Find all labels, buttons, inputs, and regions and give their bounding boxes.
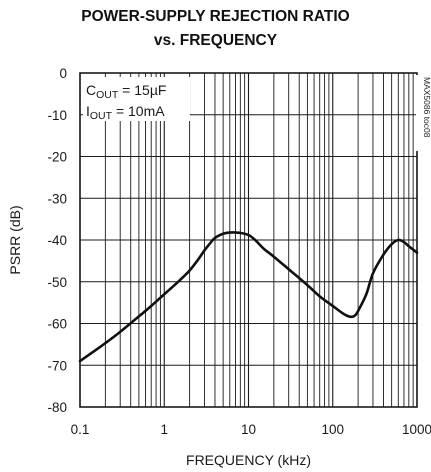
- annotation-background: [83, 77, 190, 121]
- grid: [79, 72, 418, 408]
- y-tick-label: -70: [47, 358, 67, 373]
- y-tick-label: -50: [47, 275, 67, 290]
- x-tick-label: 1000: [402, 422, 431, 437]
- cout-annotation: COUT = 15µF: [86, 82, 166, 101]
- y-tick-label: -60: [47, 317, 67, 332]
- side-label-background: [416, 75, 426, 151]
- side-label: MAX5086 toc08: [422, 77, 431, 138]
- y-tick-label: 0: [59, 66, 67, 81]
- x-axis-label: FREQUENCY (kHz): [186, 452, 311, 468]
- y-axis-ticks: 0 -10 -20 -30 -40 -50 -60 -70 -80: [47, 66, 67, 415]
- y-tick-label: -40: [47, 233, 67, 248]
- x-axis-ticks: 0.1 1 10 100 1000: [71, 422, 431, 437]
- chart-title: POWER-SUPPLY REJECTION RATIO: [81, 8, 350, 25]
- x-tick-label: 100: [321, 422, 344, 437]
- series-layer: [78, 231, 419, 363]
- y-tick-label: -20: [47, 150, 67, 165]
- iout-main: I: [86, 103, 90, 119]
- cout-value: = 15µF: [118, 82, 166, 98]
- x-tick-label: 0.1: [71, 422, 90, 437]
- iout-value: = 10mA: [112, 103, 165, 119]
- y-axis-label: PSRR (dB): [7, 205, 23, 274]
- x-tick-label: 1: [160, 422, 168, 437]
- y-tick-label: -80: [47, 400, 67, 415]
- chart-subtitle: vs. FREQUENCY: [153, 32, 278, 49]
- cout-sub: OUT: [96, 89, 119, 101]
- y-tick-label: -10: [47, 108, 67, 123]
- cout-main: C: [86, 82, 96, 98]
- plot-frame: [79, 72, 418, 408]
- iout-annotation: IOUT = 10mA: [86, 103, 165, 122]
- y-tick-label: -30: [47, 191, 67, 206]
- iout-sub: OUT: [90, 110, 113, 122]
- psrr-series-line: [78, 231, 419, 363]
- x-tick-label: 10: [241, 422, 256, 437]
